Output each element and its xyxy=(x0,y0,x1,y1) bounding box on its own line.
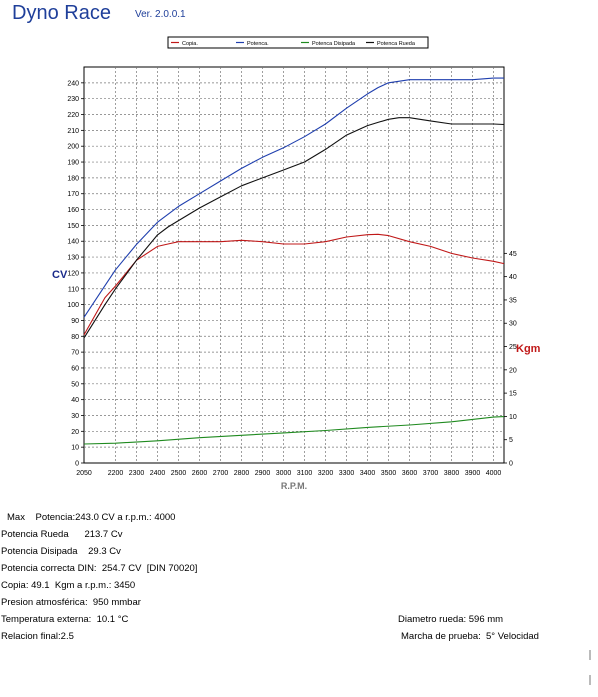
y-left-tick-label: 170 xyxy=(67,191,79,198)
series-line xyxy=(83,117,505,339)
y-right-tick-label: 25 xyxy=(509,344,517,351)
din-power-text: Potencia correcta DIN: 254.7 CV [DIN 700… xyxy=(1,563,198,574)
y-right-tick-label: 15 xyxy=(509,391,517,398)
wheel-diameter-text: Diametro rueda: 596 mm xyxy=(398,614,504,625)
y-right-axis-label: Kgm xyxy=(516,343,541,355)
legend-label: Potenca Disipada xyxy=(312,41,356,47)
y-left-tick-label: 200 xyxy=(67,144,79,151)
legend-label: Potenca Rueda xyxy=(377,41,416,47)
x-tick-label: 3700 xyxy=(423,470,439,477)
x-tick-label: 2050 xyxy=(76,470,92,477)
y-left-tick-label: 10 xyxy=(71,445,79,452)
x-tick-label: 2800 xyxy=(234,470,250,477)
max-power-text: Max Potencia:243.0 CV a r.p.m.: 4000 xyxy=(7,512,176,523)
y-left-tick-label: 110 xyxy=(68,286,79,293)
dissipated-power-text: Potencia Disipada 29.3 Cv xyxy=(1,546,121,557)
legend-label: Potenca. xyxy=(247,41,269,47)
plot-frame xyxy=(83,66,505,464)
wheel-power-text: Potencia Rueda 213.7 Cv xyxy=(1,529,123,540)
x-tick-label: 3300 xyxy=(339,470,355,477)
y-right-tick-label: 30 xyxy=(509,321,517,328)
torque-text: Copia: 49.1 Kgm a r.p.m.: 3450 xyxy=(1,580,136,591)
temperature-text: Temperatura externa: 10.1 °C xyxy=(1,614,129,625)
y-left-tick-label: 50 xyxy=(71,381,79,388)
y-left-tick-label: 120 xyxy=(67,270,79,277)
y-left-tick-label: 160 xyxy=(67,207,79,214)
y-right-tick-label: 20 xyxy=(509,367,517,374)
pressure-text: Presion atmosférica: 950 mmbar xyxy=(1,597,141,608)
x-tick-label: 2500 xyxy=(171,470,187,477)
x-tick-label: 3900 xyxy=(465,470,481,477)
x-tick-label: 3200 xyxy=(318,470,334,477)
y-right-tick-label: 10 xyxy=(509,414,517,421)
x-axis-label: R.P.M. xyxy=(281,481,307,491)
y-right-tick-label: 0 xyxy=(509,461,513,468)
y-left-tick-label: 210 xyxy=(67,128,79,135)
x-tick-label: 3800 xyxy=(444,470,460,477)
series-line xyxy=(83,233,505,336)
y-left-tick-label: 240 xyxy=(67,80,79,87)
x-tick-label: 4000 xyxy=(486,470,502,477)
x-tick-label: 2900 xyxy=(255,470,271,477)
series-line xyxy=(83,77,504,318)
y-right-tick-label: 45 xyxy=(509,251,517,258)
y-left-tick-label: 30 xyxy=(71,413,79,420)
x-tick-label: 3600 xyxy=(402,470,418,477)
y-left-tick-label: 100 xyxy=(67,302,79,309)
y-left-tick-label: 130 xyxy=(67,255,79,262)
x-tick-label: 2200 xyxy=(108,470,124,477)
y-left-tick-label: 90 xyxy=(71,318,79,325)
y-left-tick-label: 20 xyxy=(71,429,79,436)
x-tick-label: 3100 xyxy=(297,470,313,477)
y-left-tick-label: 220 xyxy=(67,112,79,119)
y-right-tick-label: 35 xyxy=(509,297,517,304)
dyno-chart: 2050 2200 2300 2400 2500 2600 2700 2800 2900 3000… xyxy=(52,36,541,491)
y-left-tick-label: 70 xyxy=(71,350,79,357)
edge-mark xyxy=(589,650,591,660)
y-left-tick-label: 60 xyxy=(71,365,79,372)
final-ratio-text: Relacion final:2.5 xyxy=(1,631,74,642)
x-tick-label: 2400 xyxy=(150,470,166,477)
y-left-tick-label: 180 xyxy=(67,175,79,182)
x-tick-label: 3400 xyxy=(360,470,376,477)
y-left-tick-label: 230 xyxy=(67,96,79,103)
x-tick-label: 3500 xyxy=(381,470,397,477)
app-title: Dyno Race xyxy=(12,2,111,24)
x-tick-label: 2300 xyxy=(129,470,145,477)
test-gear-text: Marcha de prueba: 5° Velocidad xyxy=(401,631,539,642)
y-left-tick-label: 140 xyxy=(67,239,79,246)
y-left-tick-label: 40 xyxy=(71,397,79,404)
y-right-tick-label: 40 xyxy=(509,274,517,281)
legend-label: Copia. xyxy=(182,41,198,47)
legend-box xyxy=(167,36,429,49)
x-tick-label: 2700 xyxy=(213,470,229,477)
version-label: Ver. 2.0.0.1 xyxy=(135,9,186,20)
y-left-tick-label: 190 xyxy=(67,160,79,167)
edge-mark xyxy=(589,675,591,685)
y-left-tick-label: 0 xyxy=(75,461,79,468)
series-line xyxy=(83,416,505,445)
y-left-axis-label: CV xyxy=(52,269,68,281)
y-left-tick-label: 150 xyxy=(67,223,79,230)
y-right-tick-label: 5 xyxy=(509,437,513,444)
x-tick-label: 2600 xyxy=(192,470,208,477)
x-tick-label: 3000 xyxy=(276,470,292,477)
y-left-tick-label: 80 xyxy=(71,334,79,341)
